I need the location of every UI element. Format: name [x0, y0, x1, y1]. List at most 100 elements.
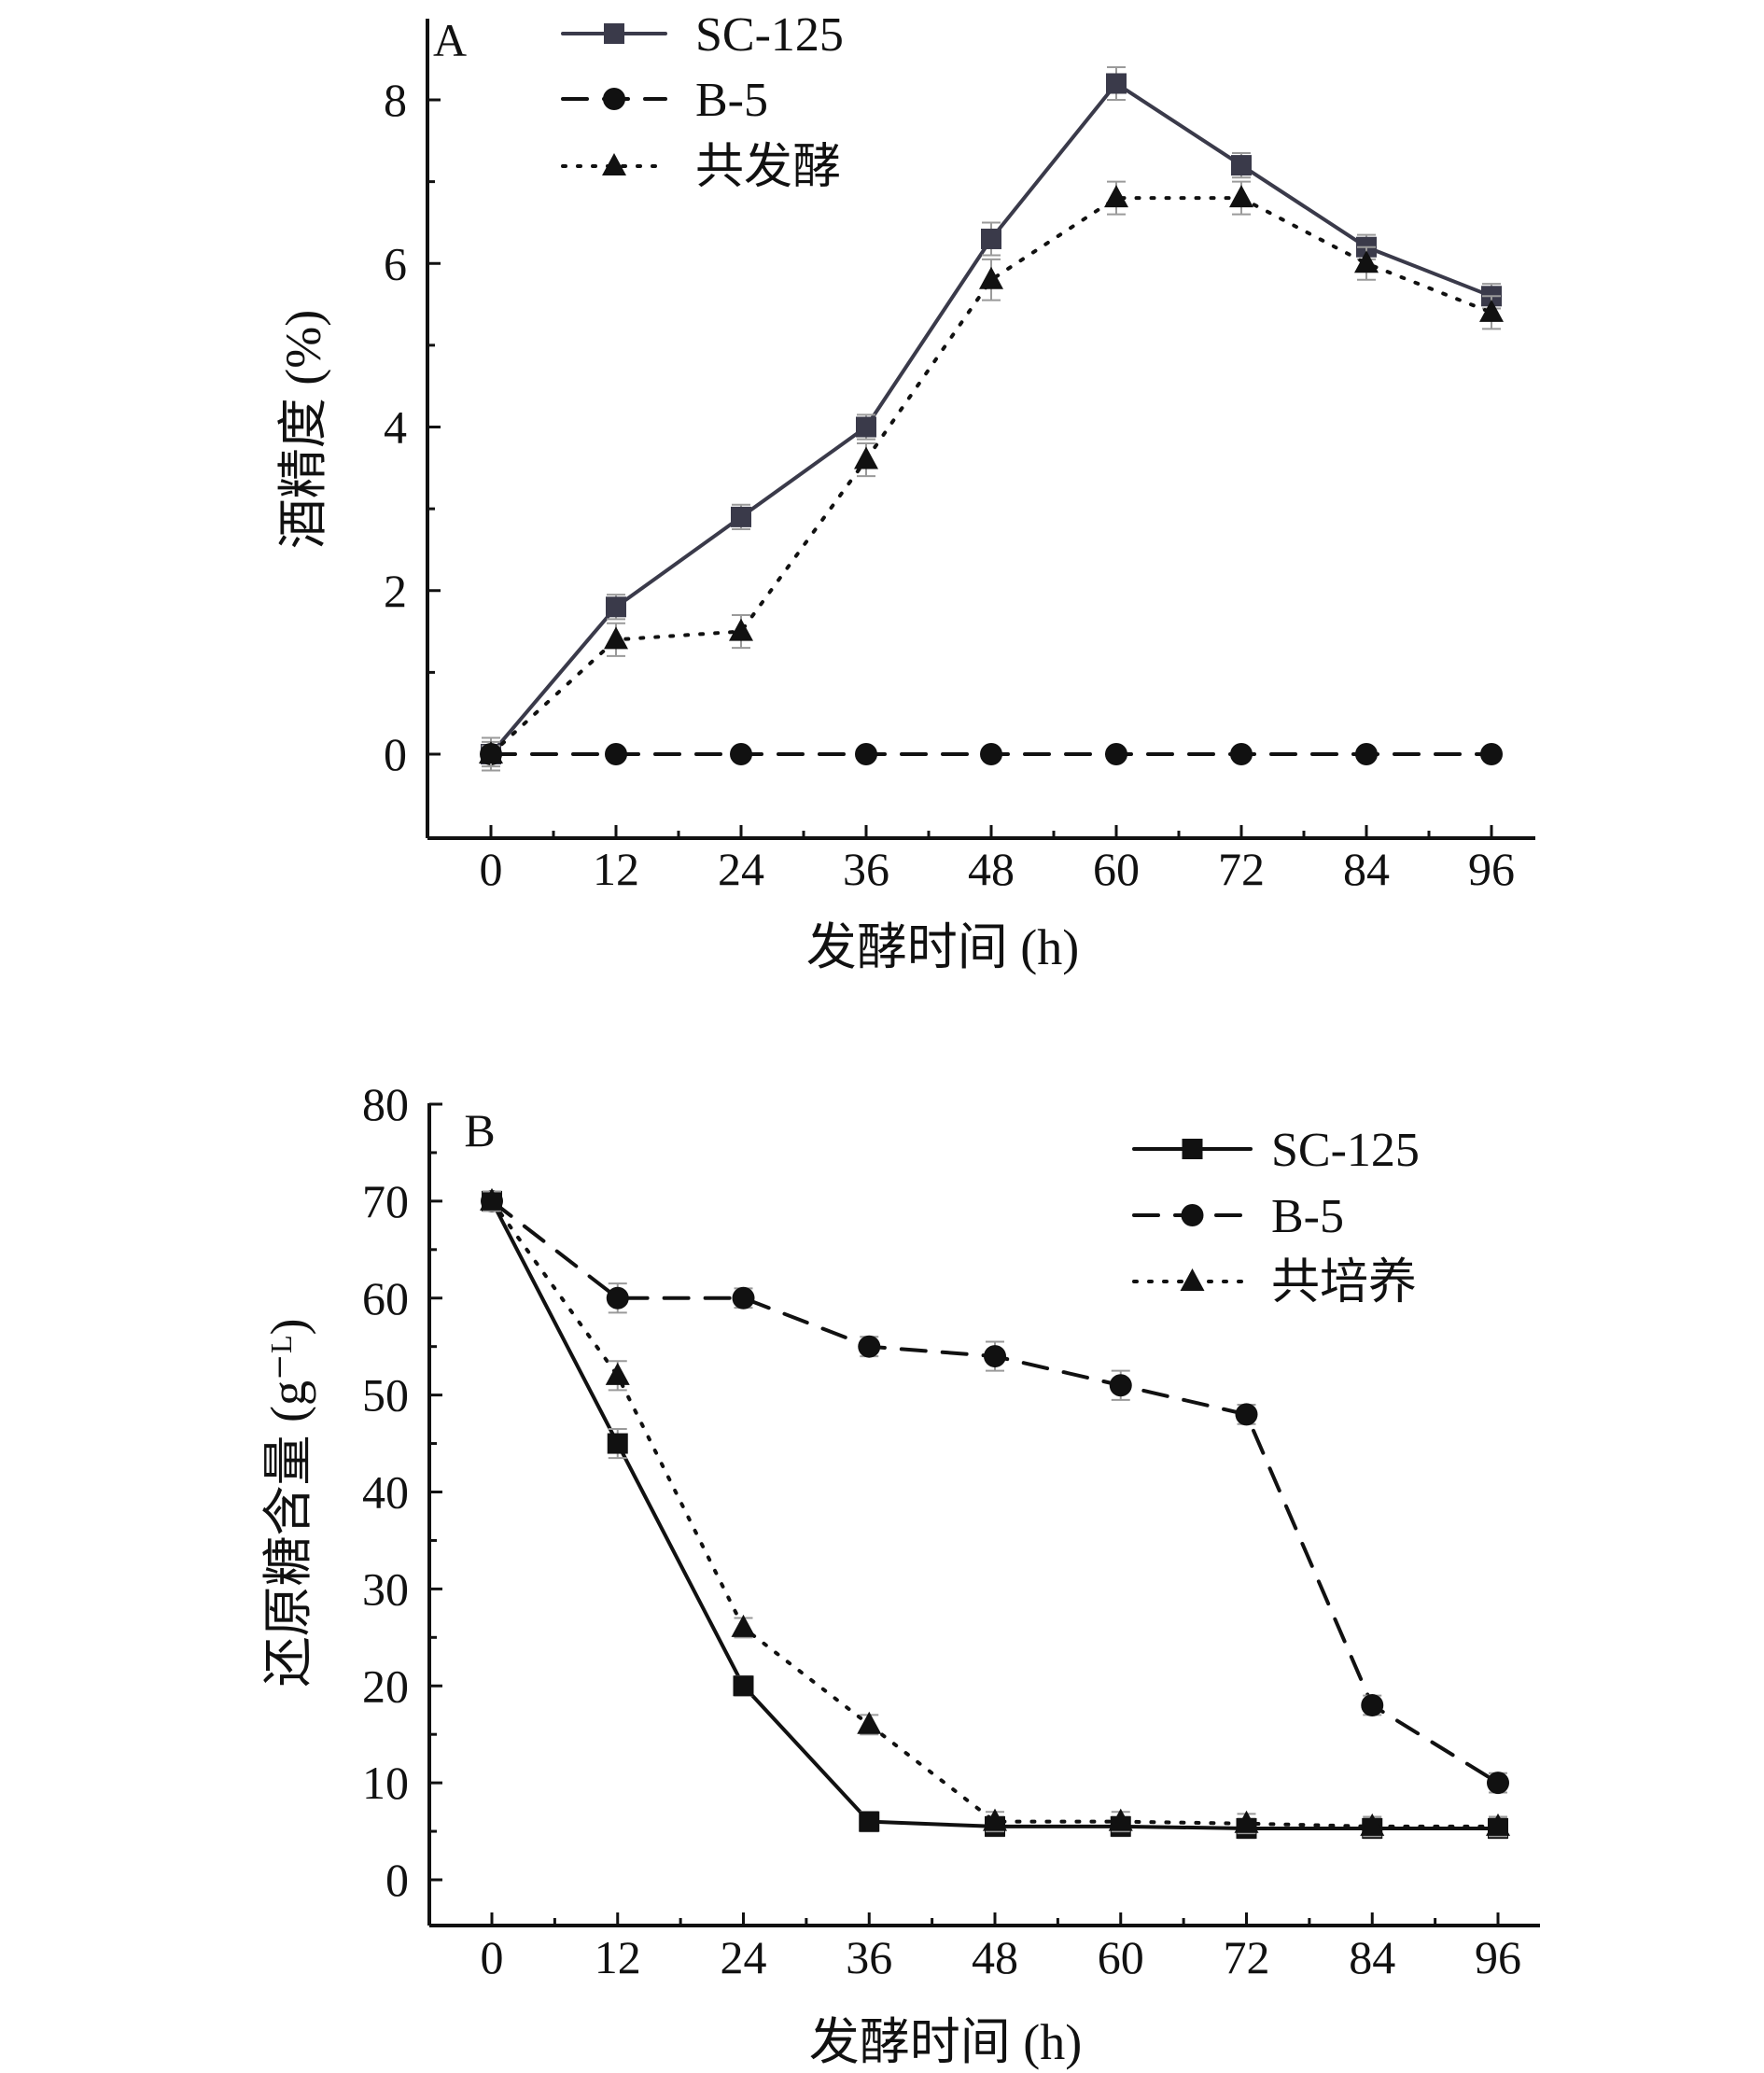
- panel-a-x-tick-label: 36: [843, 843, 889, 895]
- panel-b-x-tick-label: 36: [846, 1931, 892, 1983]
- panel-a-x-axis-title: 发酵时间 (h): [806, 919, 1079, 975]
- panel-b-y-tick-label: 10: [362, 1757, 409, 1809]
- panel-a-label: A: [433, 14, 467, 66]
- panel-a-legend-entry-1: SC-125: [561, 8, 844, 62]
- panel-a-series-3: [479, 180, 1504, 768]
- panel-a-y-tick-label: 6: [384, 237, 407, 289]
- panel-b-series-2: [481, 1189, 1509, 1795]
- panel-b-series-2-point: [858, 1335, 881, 1358]
- panel-b-y-tick-label: 50: [362, 1369, 409, 1422]
- panel-b-x-tick-label: 24: [721, 1931, 767, 1983]
- panel-b-x-tick-label: 96: [1475, 1931, 1521, 1983]
- panel-a-y-tick-label: 8: [384, 74, 407, 126]
- panel-b-y-axis-title: 还原糖含量 (g⁻ᴸ): [260, 1318, 316, 1687]
- panel-a-legend-label: 共发酵: [695, 141, 841, 194]
- panel-b-series-2-point: [606, 1286, 629, 1310]
- panel-b-series-2-point: [1361, 1694, 1384, 1717]
- panel-b-y-tick-label: 40: [362, 1466, 409, 1519]
- panel-a-x-tick-label: 48: [968, 843, 1015, 895]
- panel-b-series-3-point: [1234, 1810, 1259, 1833]
- panel-b-series-3-point: [857, 1711, 882, 1734]
- panel-a-series-1-line: [489, 81, 1493, 756]
- panel-b-series-3-point: [983, 1808, 1007, 1831]
- panel-a-y-tick-label: 2: [384, 565, 407, 617]
- panel-a-series-1: [481, 65, 1502, 772]
- panel-a-series-3-point: [729, 618, 753, 641]
- panel-a-x-tick-label: 12: [593, 843, 639, 895]
- panel-a-y-axis-title: 酒精度 (%): [275, 310, 331, 549]
- panel-b-series-1-point: [859, 1811, 880, 1832]
- panel-a-legend-entry-2: B-5: [561, 74, 768, 127]
- panel-b-series-1-point: [733, 1675, 754, 1697]
- panel-a-series-2-point: [1105, 743, 1127, 765]
- panel-a-series-2-point: [1480, 743, 1503, 765]
- panel-a-legend-entry-3: 共发酵: [561, 141, 841, 194]
- panel-a-series-3-point: [854, 446, 878, 469]
- panel-b-x-tick-label: 48: [972, 1931, 1018, 1983]
- panel-b-series-3-point: [731, 1614, 756, 1637]
- panel-a-series-3-point: [1104, 185, 1128, 208]
- panel-b-x-tick-label: 0: [481, 1931, 504, 1983]
- panel-a-legend-marker: [602, 153, 626, 175]
- panel-a-series-1-point: [606, 596, 626, 618]
- panel-a-legend-label: B-5: [695, 74, 768, 127]
- panel-b-series-3-point: [480, 1187, 504, 1211]
- panel-b-legend-label: B-5: [1271, 1190, 1344, 1243]
- panel-b-series-2-point: [1235, 1403, 1258, 1426]
- panel-a-x-tick-label: 84: [1343, 843, 1390, 895]
- panel-a-legend-label: SC-125: [695, 8, 844, 62]
- panel-b-x-axis-title: 发酵时间 (h): [809, 2014, 1082, 2070]
- panel-b-legend-entry-3: 共培养: [1132, 1256, 1417, 1310]
- panel-a-series-3-point: [1354, 250, 1379, 273]
- panel-b-legend-label: 共培养: [1271, 1256, 1417, 1310]
- panel-a-x-tick-label: 0: [480, 843, 503, 895]
- panel-b-label: B: [464, 1104, 495, 1156]
- panel-a-series-1-point: [1106, 73, 1127, 94]
- panel-a-series-2-point: [730, 743, 752, 765]
- panel-b-series-3-point: [1486, 1813, 1510, 1836]
- panel-a-series-3-point: [479, 741, 503, 763]
- panel-a-series-3-point: [1229, 185, 1253, 208]
- panel-b-series-3-line: [490, 1198, 1500, 1828]
- panel-b-legend-marker: [1182, 1139, 1203, 1159]
- panel-b-legend-marker: [1180, 1268, 1205, 1291]
- panel-b-y-tick-label: 80: [362, 1078, 409, 1130]
- panel-b-y-tick-label: 60: [362, 1272, 409, 1324]
- panel-b-y-tick-label: 0: [385, 1854, 409, 1906]
- panel-a-x-tick-label: 24: [718, 843, 764, 895]
- panel-a-series-1-point: [856, 416, 876, 438]
- panel-a-series-1-point: [981, 228, 1001, 249]
- panel-a-series-2-point: [1355, 743, 1378, 765]
- panel-a-x-tick-label: 72: [1218, 843, 1265, 895]
- panel-b-series-3: [480, 1187, 1510, 1838]
- panel-b-x-tick-label: 12: [595, 1931, 641, 1983]
- panel-a-series-2-point: [855, 743, 877, 765]
- panel-a-x-tick-label: 96: [1468, 843, 1515, 895]
- panel-b-legend-entry-2: B-5: [1132, 1190, 1344, 1243]
- panel-a-series-2-point: [1230, 743, 1253, 765]
- panel-a-series-2-point: [605, 743, 627, 765]
- panel-b-series-3-point: [1360, 1813, 1385, 1836]
- panel-a-series-3-point: [604, 626, 628, 650]
- panel-b-series-3-point: [605, 1362, 630, 1385]
- panel-a-series-1-point: [1231, 155, 1252, 176]
- panel-b-y-tick-label: 20: [362, 1660, 409, 1712]
- panel-a-x-tick-label: 60: [1093, 843, 1140, 895]
- panel-a-legend-marker: [604, 23, 624, 44]
- panel-b-y-tick-label: 30: [362, 1562, 409, 1615]
- panel-b-x-tick-label: 72: [1224, 1931, 1270, 1983]
- panel-b-series-2-point: [1109, 1374, 1132, 1397]
- panel-a-series-2-point: [980, 743, 1002, 765]
- panel-b-legend-entry-1: SC-125: [1132, 1124, 1420, 1177]
- panel-b-y-tick-label: 70: [362, 1175, 409, 1227]
- panel-b-series-2-point: [984, 1345, 1006, 1368]
- panel-b-x-tick-label: 60: [1098, 1931, 1144, 1983]
- panel-b-series-1-point: [607, 1433, 628, 1454]
- panel-b-legend-label: SC-125: [1271, 1124, 1420, 1177]
- panel-b-series-2-point: [732, 1286, 755, 1310]
- panel-a-y-tick-label: 4: [384, 401, 407, 454]
- panel-b-series-3-point: [1108, 1808, 1133, 1831]
- panel-b-legend-marker: [1181, 1204, 1204, 1226]
- panel-a-series-1-point: [731, 506, 751, 527]
